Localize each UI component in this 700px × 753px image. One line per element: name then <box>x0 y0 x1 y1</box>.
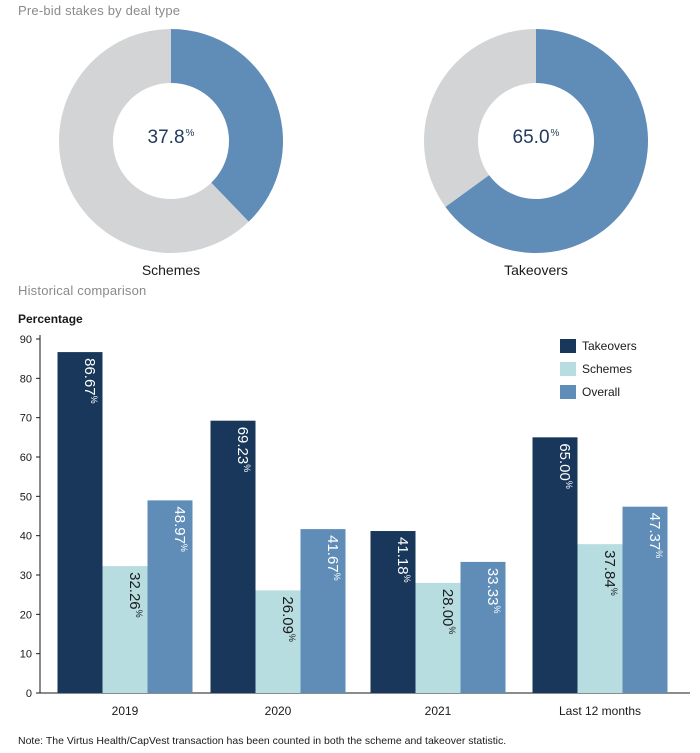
bar-value-label: 41.18% <box>394 537 412 583</box>
x-category-label: 2019 <box>112 704 139 718</box>
bar-value-label: 48.97% <box>171 506 189 552</box>
bar-value-label: 28.00% <box>439 589 457 635</box>
bar-takeovers <box>370 531 416 693</box>
takeovers-donut-label: Takeovers <box>504 262 568 278</box>
schemes-donut-value: 37.8% <box>147 127 195 148</box>
legend-label-takeovers: Takeovers <box>582 338 637 353</box>
donut-slice-highlight <box>445 29 648 253</box>
y-tick-label: 30 <box>20 570 32 582</box>
schemes-donut: 37.8% <box>57 27 285 255</box>
bar-value-label: 65.00% <box>556 443 574 489</box>
bar-schemes <box>577 544 623 693</box>
y-tick-label: 10 <box>20 649 32 661</box>
bar-value-label: 86.67% <box>81 358 99 404</box>
y-tick-label: 80 <box>20 373 32 385</box>
chart-legend: Takeovers Schemes Overall <box>560 334 637 403</box>
y-tick-label: 50 <box>20 491 32 503</box>
y-tick-label: 0 <box>26 688 32 700</box>
legend-label-schemes: Schemes <box>582 361 633 376</box>
legend-swatch-overall <box>560 384 576 399</box>
bar-value-label: 41.67% <box>324 535 342 581</box>
bar-schemes <box>415 582 461 693</box>
bar-schemes <box>255 590 301 693</box>
footnote: Note: The Virtus Health/CapVest transact… <box>18 735 507 747</box>
donut-slice-remainder <box>58 29 249 253</box>
bar-value-label: 33.33% <box>484 568 502 614</box>
bar-takeovers <box>532 437 578 693</box>
schemes-donut-svg <box>58 29 283 253</box>
bar-value-label: 47.37% <box>646 513 664 559</box>
bar-overall <box>300 529 346 693</box>
bar-overall <box>147 500 193 693</box>
y-tick-label: 90 <box>20 334 32 346</box>
historical-section-title: Historical comparison <box>18 283 147 298</box>
legend-swatch-takeovers <box>560 338 576 353</box>
y-tick-label: 40 <box>20 531 32 543</box>
bar-overall <box>622 506 668 693</box>
donut-slice-highlight <box>171 29 283 222</box>
bar-schemes <box>102 566 148 693</box>
bar-value-label: 26.09% <box>279 596 297 642</box>
legend-item-schemes: Schemes <box>560 357 637 380</box>
y-axis-label: Percentage <box>18 312 83 326</box>
y-tick-label: 60 <box>20 452 32 464</box>
bar-overall <box>460 561 506 693</box>
x-category-label: Last 12 months <box>559 704 641 718</box>
takeovers-donut-svg <box>424 29 648 253</box>
bar-value-label: 69.23% <box>234 427 252 473</box>
schemes-donut-label: Schemes <box>141 262 201 278</box>
bar-takeovers <box>210 420 256 693</box>
legend-item-overall: Overall <box>560 380 637 403</box>
x-category-label: 2020 <box>265 704 292 718</box>
legend-item-takeovers: Takeovers <box>560 334 637 357</box>
legend-label-overall: Overall <box>582 384 621 399</box>
takeovers-donut-value: 65.0% <box>512 127 560 148</box>
x-category-label: 2021 <box>425 704 452 718</box>
takeovers-donut: 65.0% <box>422 27 650 255</box>
y-tick-label: 20 <box>20 609 32 621</box>
donut-slice-remainder <box>424 29 536 207</box>
legend-swatch-schemes <box>560 361 576 376</box>
bar-takeovers <box>57 352 103 693</box>
y-tick-label: 70 <box>20 413 32 425</box>
bar-value-label: 37.84% <box>601 550 619 596</box>
bar-value-label: 32.26% <box>126 572 144 618</box>
donut-section-title: Pre-bid stakes by deal type <box>18 3 181 18</box>
